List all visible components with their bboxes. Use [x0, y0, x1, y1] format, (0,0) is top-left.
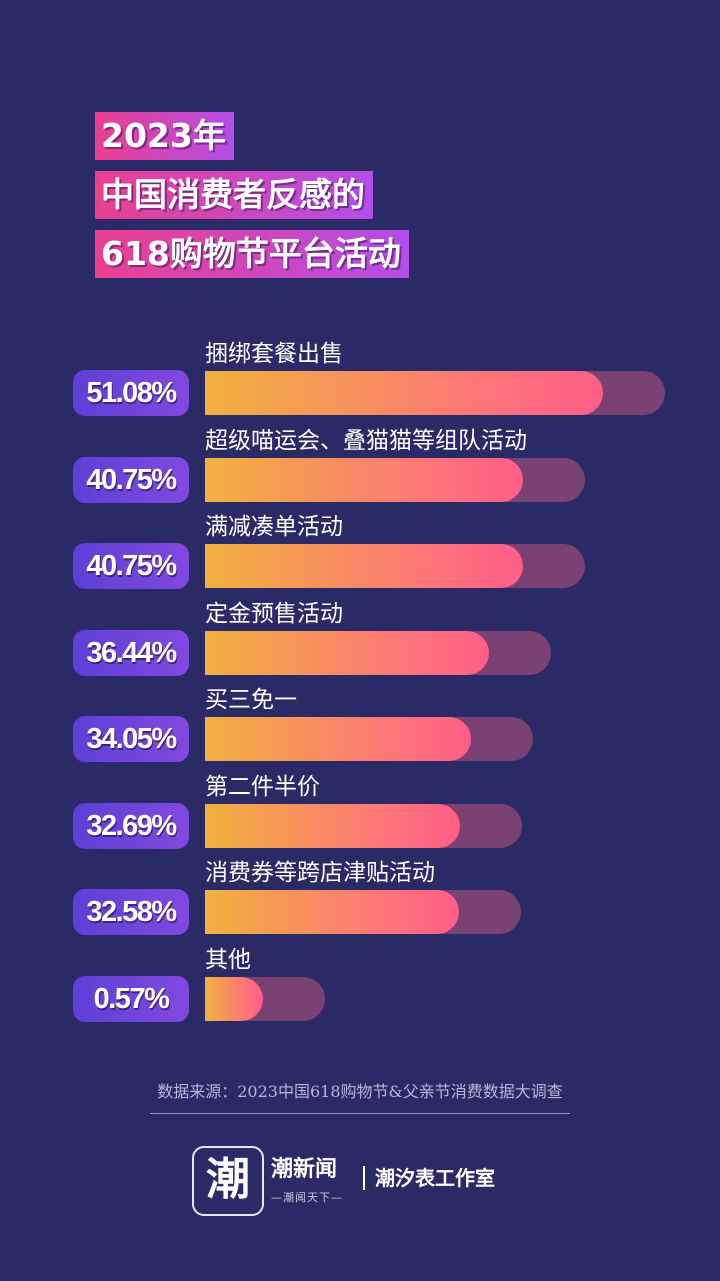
value-label: 0.57% — [73, 976, 189, 1022]
data-source: 数据来源：2023中国618购物节&父亲节消费数据大调查 — [157, 1082, 563, 1101]
category-label: 第二件半价 — [205, 774, 320, 800]
value-label: 40.75% — [73, 543, 189, 589]
studio-name: 潮汐表工作室 — [375, 1166, 495, 1190]
value-label: 34.05% — [73, 716, 189, 762]
bar — [205, 458, 523, 502]
bar — [205, 631, 490, 675]
bar — [205, 804, 460, 848]
title-line-2: 中国消费者反感的 — [95, 171, 373, 219]
value-label: 36.44% — [73, 630, 189, 676]
value-label: 51.08% — [73, 370, 189, 416]
category-label: 买三免一 — [205, 687, 297, 713]
title-line-3: 618购物节平台活动 — [95, 230, 409, 278]
value-label: 32.69% — [73, 803, 189, 849]
category-label: 超级喵运会、叠猫猫等组队活动 — [205, 428, 527, 454]
bar — [205, 717, 471, 761]
category-label: 定金预售活动 — [205, 601, 343, 627]
bar — [205, 544, 523, 588]
value-label: 32.58% — [73, 889, 189, 935]
brand-slogan: —潮闻天下— — [271, 1191, 343, 1204]
brand-separator — [363, 1166, 365, 1190]
bar — [205, 371, 604, 415]
bar — [205, 890, 460, 934]
category-label: 其他 — [205, 947, 251, 973]
chaoxinwen-logo-icon: 潮 — [192, 1146, 264, 1216]
title-line-1: 2023年 — [95, 112, 234, 160]
brand-name: 潮新闻 — [271, 1157, 338, 1182]
category-label: 消费券等跨店津贴活动 — [205, 860, 435, 886]
category-label: 满减凑单活动 — [205, 514, 343, 540]
category-label: 捆绑套餐出售 — [205, 341, 343, 367]
bar — [205, 977, 263, 1021]
value-label: 40.75% — [73, 457, 189, 503]
divider — [150, 1113, 570, 1114]
